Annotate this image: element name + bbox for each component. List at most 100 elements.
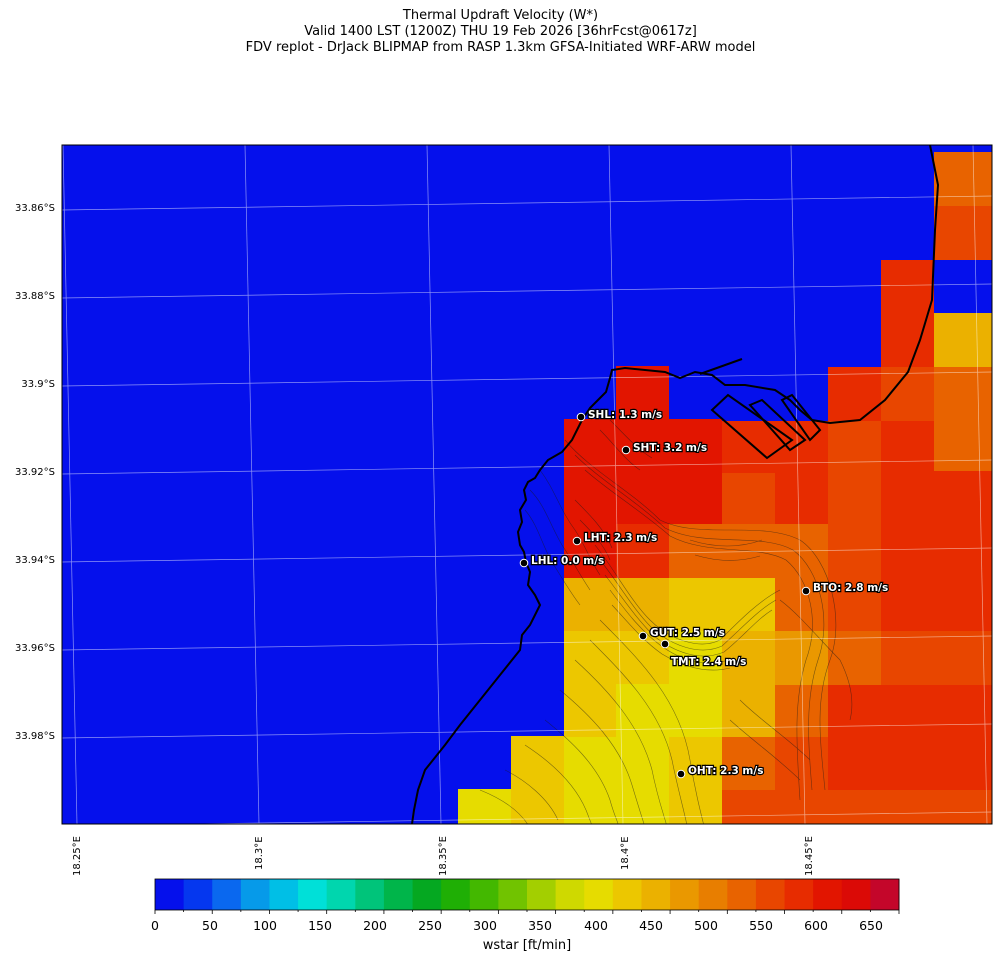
station-label-bto: BTO: 2.8 m/s bbox=[813, 582, 888, 594]
contour-line bbox=[779, 599, 853, 721]
colorbar-swatch bbox=[555, 879, 585, 910]
wstar-cell bbox=[616, 524, 669, 578]
lon-label: 18.25°E bbox=[72, 836, 83, 876]
wstar-cell bbox=[669, 737, 722, 824]
grid-line-lat bbox=[62, 635, 992, 651]
wstar-cell bbox=[775, 685, 828, 737]
contour-line bbox=[589, 639, 688, 824]
colorbar-tick-label: 250 bbox=[418, 918, 442, 933]
wstar-cell bbox=[934, 685, 992, 790]
wstar-cell bbox=[669, 524, 722, 578]
grid-line-lat bbox=[62, 371, 992, 387]
station-marker-shl[interactable] bbox=[576, 412, 586, 422]
colorbar-tick-label: 300 bbox=[473, 918, 497, 933]
wstar-cell bbox=[669, 419, 722, 524]
lon-label: 18.3°E bbox=[254, 836, 265, 870]
title-line-3: FDV replot - DrJack BLIPMAP from RASP 1.… bbox=[245, 40, 756, 55]
station-marker-lht[interactable] bbox=[572, 536, 582, 546]
wstar-cell bbox=[564, 737, 616, 824]
wstar-cell bbox=[458, 789, 511, 824]
station-label-gut: GUT: 2.5 m/s bbox=[650, 627, 725, 639]
grid-line-lon bbox=[244, 145, 260, 824]
colorbar-swatch bbox=[698, 879, 728, 910]
colorbar-tick-label: 650 bbox=[859, 918, 883, 933]
contour-line bbox=[609, 589, 729, 664]
grid-line-lon bbox=[972, 145, 988, 824]
grid-line-lat bbox=[62, 459, 992, 475]
lon-label: 18.35°E bbox=[438, 836, 449, 876]
colorbar-swatch bbox=[727, 879, 757, 910]
contour-line bbox=[729, 719, 801, 781]
wstar-cell bbox=[934, 631, 992, 685]
contour-line bbox=[544, 719, 619, 824]
wstar-cell bbox=[934, 206, 992, 260]
colorbar-swatch bbox=[498, 879, 528, 910]
colorbar-swatch bbox=[584, 879, 614, 910]
grid-line-lat bbox=[62, 283, 992, 299]
colorbar-swatch bbox=[269, 879, 299, 910]
colorbar-swatch bbox=[670, 879, 700, 910]
colorbar-swatch bbox=[755, 879, 785, 910]
wstar-cell bbox=[881, 421, 934, 631]
wstar-cell bbox=[828, 685, 881, 790]
wstar-cell bbox=[881, 685, 934, 790]
lon-label: 18.45°E bbox=[804, 836, 815, 876]
grid-line-lon bbox=[608, 145, 624, 824]
wstar-cell bbox=[564, 419, 616, 524]
station-marker-bto[interactable] bbox=[801, 586, 811, 596]
contour-line bbox=[479, 789, 528, 824]
wstar-cell bbox=[722, 737, 775, 790]
grid-line-lat bbox=[62, 547, 992, 563]
contour-line bbox=[539, 469, 601, 576]
station-marker-gut[interactable] bbox=[638, 631, 648, 641]
station-marker-lhl[interactable] bbox=[519, 558, 529, 568]
wstar-cell bbox=[564, 631, 616, 737]
map-plot-area bbox=[62, 145, 992, 824]
colorbar-tick-label: 450 bbox=[639, 918, 663, 933]
contour-line bbox=[574, 659, 667, 824]
colorbar-tick-label: 50 bbox=[202, 918, 218, 933]
station-marker-oht[interactable] bbox=[676, 769, 686, 779]
map-frame bbox=[61, 144, 993, 825]
lat-label: 33.98°S bbox=[15, 731, 55, 742]
contour-line bbox=[599, 619, 704, 824]
colorbar-swatch bbox=[841, 879, 871, 910]
wstar-cell bbox=[722, 421, 775, 473]
wstar-cell bbox=[775, 737, 828, 824]
wstar-cell bbox=[934, 471, 992, 631]
colorbar-swatch bbox=[813, 879, 843, 910]
wstar-cell bbox=[722, 578, 775, 631]
wstar-cell bbox=[616, 419, 669, 524]
wstar-cell bbox=[669, 631, 722, 737]
contour-line bbox=[604, 574, 773, 657]
contour-line bbox=[504, 769, 559, 821]
coastline-path bbox=[411, 145, 940, 824]
station-label-sht: SHT: 3.2 m/s bbox=[633, 442, 707, 454]
wstar-cell bbox=[828, 790, 881, 824]
wstar-cell bbox=[775, 578, 828, 631]
wstar-cell bbox=[881, 631, 934, 685]
contour-line bbox=[559, 689, 645, 824]
wstar-cell bbox=[616, 366, 669, 419]
lon-label: 18.4°E bbox=[620, 836, 631, 870]
wstar-cell bbox=[881, 790, 934, 824]
colorbar-swatch bbox=[298, 879, 328, 910]
colorbar bbox=[154, 878, 900, 914]
colorbar-swatch bbox=[212, 879, 242, 910]
contour-line bbox=[689, 539, 763, 547]
colorbar-swatch bbox=[870, 879, 900, 910]
station-marker-sht[interactable] bbox=[621, 445, 631, 455]
station-label-shl: SHL: 1.3 m/s bbox=[588, 409, 662, 421]
terrain-contours bbox=[479, 419, 853, 824]
wstar-cell bbox=[828, 367, 881, 421]
wstar-cell bbox=[775, 421, 828, 524]
colorbar-label: wstar [ft/min] bbox=[483, 938, 571, 953]
contour-line bbox=[529, 489, 591, 591]
wstar-cell bbox=[722, 473, 775, 524]
colorbar-tick-label: 150 bbox=[308, 918, 332, 933]
colorbar-tick-label: 600 bbox=[804, 918, 828, 933]
station-label-oht: OHT: 2.3 m/s bbox=[688, 765, 763, 777]
colorbar-swatch bbox=[412, 879, 442, 910]
station-marker-tmt[interactable] bbox=[660, 639, 670, 649]
breakwater-line bbox=[699, 358, 743, 375]
